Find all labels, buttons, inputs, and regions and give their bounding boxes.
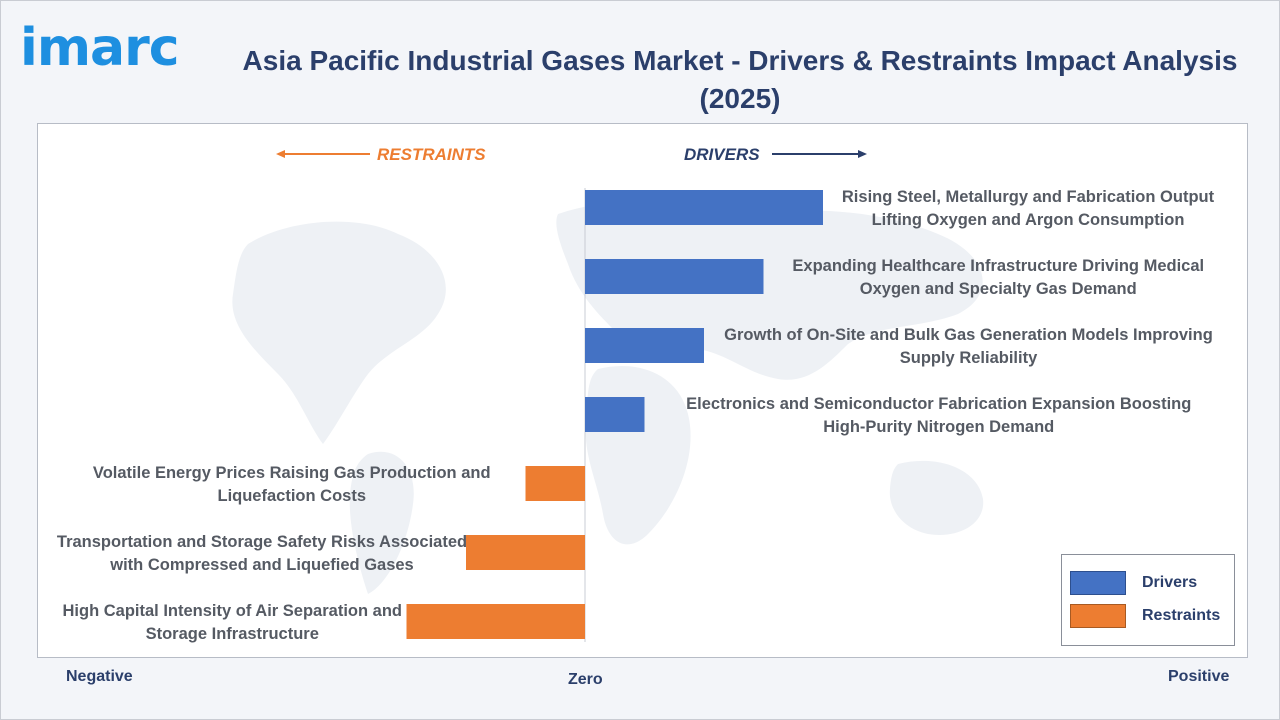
bar-label-line: with Compressed and Liquefied Gases <box>109 556 414 574</box>
bars-group <box>406 190 823 639</box>
bar-label-5: Volatile Energy Prices Raising Gas Produ… <box>93 464 491 505</box>
bar-label-1: Rising Steel, Metallurgy and Fabrication… <box>842 188 1215 229</box>
bar-label-line: Electronics and Semiconductor Fabricatio… <box>686 395 1191 413</box>
plot-area: RESTRAINTS DRIVERS Rising Steel, Metallu… <box>37 123 1248 685</box>
legend: Drivers Restraints <box>1061 554 1235 646</box>
legend-item-drivers: Drivers <box>1070 571 1230 597</box>
chart-title: Asia Pacific Industrial Gases Market - D… <box>242 45 1238 114</box>
bar-label-line: Oxygen and Specialty Gas Demand <box>860 280 1137 298</box>
bar-label-line: High Capital Intensity of Air Separation… <box>62 602 402 620</box>
restraint-bar-5 <box>525 466 585 501</box>
bar-label-line: Lifting Oxygen and Argon Consumption <box>872 211 1185 229</box>
imarc-logo: imarc <box>20 16 200 80</box>
legend-item-restraints: Restraints <box>1070 604 1230 630</box>
bar-label-line: High-Purity Nitrogen Demand <box>823 418 1054 436</box>
drivers-header: DRIVERS <box>684 145 867 164</box>
bar-label-line: Supply Reliability <box>900 349 1038 367</box>
drivers-label: DRIVERS <box>684 145 760 164</box>
bar-label-line: Volatile Energy Prices Raising Gas Produ… <box>93 464 491 482</box>
axis-zero-label: Zero <box>568 671 603 688</box>
bar-label-4: Electronics and Semiconductor Fabricatio… <box>686 395 1191 436</box>
bar-label-7: High Capital Intensity of Air Separation… <box>62 602 402 643</box>
bar-label-line: Growth of On-Site and Bulk Gas Generatio… <box>724 326 1213 344</box>
legend-swatch-restraints <box>1070 604 1126 628</box>
driver-bar-4 <box>585 397 645 432</box>
restraint-bar-6 <box>466 535 585 570</box>
bar-label-6: Transportation and Storage Safety Risks … <box>57 533 467 574</box>
bar-label-3: Growth of On-Site and Bulk Gas Generatio… <box>724 326 1213 367</box>
bar-chart: RESTRAINTS DRIVERS Rising Steel, Metallu… <box>57 145 1215 643</box>
bar-label-2: Expanding Healthcare Infrastructure Driv… <box>792 257 1204 298</box>
bar-label-line: Rising Steel, Metallurgy and Fabrication… <box>842 188 1215 206</box>
driver-bar-2 <box>585 259 764 294</box>
legend-label-restraints: Restraints <box>1142 607 1221 624</box>
legend-swatch-drivers <box>1070 571 1126 595</box>
bar-label-line: Storage Infrastructure <box>146 625 319 643</box>
restraints-label: RESTRAINTS <box>377 145 486 164</box>
bar-label-line: Transportation and Storage Safety Risks … <box>57 533 467 551</box>
bar-label-line: Liquefaction Costs <box>217 487 366 505</box>
driver-bar-1 <box>585 190 823 225</box>
bar-labels-group: Rising Steel, Metallurgy and Fabrication… <box>57 188 1215 643</box>
legend-label-drivers: Drivers <box>1142 574 1198 591</box>
bar-label-line: Expanding Healthcare Infrastructure Driv… <box>792 257 1204 275</box>
logo-text: imarc <box>20 18 180 78</box>
restraints-arrowhead <box>276 150 285 158</box>
driver-bar-3 <box>585 328 704 363</box>
axis-positive-label: Positive <box>1168 668 1230 685</box>
drivers-arrowhead <box>858 150 867 158</box>
restraints-header: RESTRAINTS <box>276 145 486 164</box>
restraint-bar-7 <box>406 604 585 639</box>
axis-negative-label: Negative <box>66 668 133 685</box>
